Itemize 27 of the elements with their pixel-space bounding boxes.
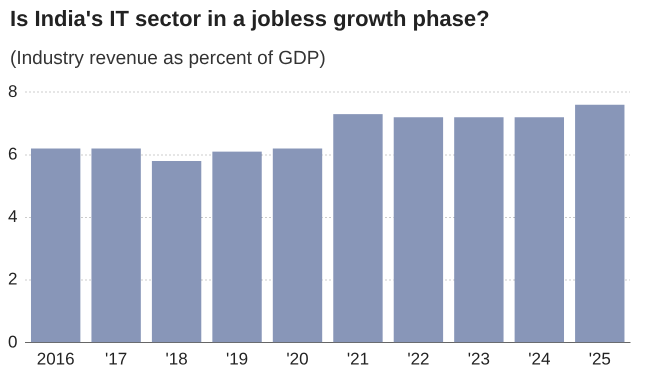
chart-title: Is India's IT sector in a jobless growth phase? (10, 6, 490, 32)
x-tick-label: '25 (588, 349, 611, 368)
x-tick-label: '17 (105, 349, 128, 368)
bar (514, 117, 564, 342)
bar (272, 148, 322, 342)
y-tick-label: 6 (8, 144, 18, 164)
x-tick-label: '22 (407, 349, 430, 368)
x-tick-label: '21 (346, 349, 370, 368)
chart-subtitle: (Industry revenue as percent of GDP) (10, 48, 326, 70)
bar (575, 104, 624, 342)
x-tick-label: '18 (166, 349, 188, 368)
x-tick-label: '20 (286, 349, 309, 368)
bar (91, 148, 141, 342)
x-tick-label: '19 (226, 349, 248, 368)
bar (152, 161, 202, 342)
bar (333, 114, 383, 342)
x-tick-label: '23 (468, 349, 490, 368)
bar (394, 117, 444, 342)
bar (454, 117, 504, 342)
bar (30, 148, 80, 342)
x-tick-label: 2016 (36, 349, 75, 368)
bar (212, 152, 262, 342)
y-tick-label: 2 (8, 270, 18, 289)
y-tick-label: 4 (8, 207, 18, 226)
y-tick-label: 8 (8, 82, 18, 101)
x-tick-label: '24 (528, 349, 550, 368)
y-tick-label: 0 (8, 332, 18, 352)
